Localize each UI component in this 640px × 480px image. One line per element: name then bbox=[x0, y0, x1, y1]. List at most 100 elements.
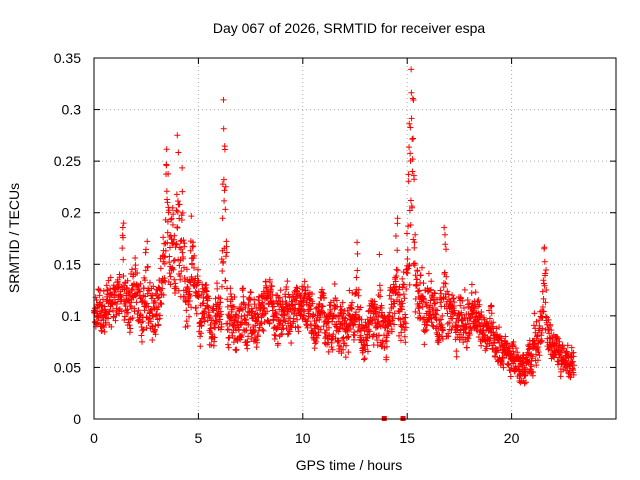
data-point bbox=[233, 346, 240, 353]
data-point bbox=[116, 274, 123, 281]
data-point bbox=[211, 334, 218, 341]
data-point bbox=[445, 333, 452, 340]
data-point bbox=[189, 260, 196, 267]
data-point bbox=[246, 309, 253, 316]
data-point bbox=[411, 176, 418, 183]
data-point bbox=[235, 327, 242, 334]
data-point bbox=[539, 288, 546, 295]
data-point bbox=[329, 346, 336, 353]
data-point bbox=[338, 306, 345, 313]
data-point bbox=[198, 330, 205, 337]
data-point bbox=[239, 332, 246, 339]
data-point bbox=[468, 327, 475, 334]
data-point bbox=[534, 357, 541, 364]
data-point bbox=[428, 278, 435, 285]
data-point bbox=[267, 295, 274, 302]
data-point bbox=[302, 287, 309, 294]
data-point bbox=[331, 280, 338, 287]
data-point bbox=[564, 342, 571, 349]
data-point bbox=[431, 290, 438, 297]
data-point bbox=[156, 312, 163, 319]
data-point bbox=[535, 349, 542, 356]
data-point bbox=[354, 303, 361, 310]
data-point bbox=[406, 281, 413, 288]
data-point bbox=[408, 89, 415, 96]
data-point bbox=[157, 265, 164, 272]
data-point bbox=[197, 333, 204, 340]
data-point bbox=[319, 303, 326, 310]
data-point bbox=[185, 301, 192, 308]
data-point bbox=[515, 363, 522, 370]
y-tick-label: 0.15 bbox=[54, 256, 81, 272]
data-point bbox=[415, 288, 422, 295]
data-point bbox=[361, 341, 368, 348]
data-point bbox=[300, 298, 307, 305]
data-point bbox=[162, 247, 169, 254]
data-point bbox=[505, 362, 512, 369]
data-point bbox=[441, 224, 448, 231]
data-point bbox=[149, 292, 156, 299]
data-point bbox=[487, 334, 494, 341]
data-point bbox=[227, 291, 234, 298]
data-point bbox=[118, 294, 125, 301]
data-point bbox=[274, 340, 281, 347]
data-point bbox=[183, 318, 190, 325]
data-point bbox=[545, 316, 552, 323]
data-point bbox=[425, 270, 432, 277]
data-point bbox=[546, 330, 553, 337]
data-point bbox=[363, 337, 370, 344]
data-point bbox=[293, 297, 300, 304]
data-point bbox=[475, 297, 482, 304]
data-point bbox=[217, 316, 224, 323]
data-point bbox=[437, 316, 444, 323]
data-point bbox=[383, 337, 390, 344]
data-point bbox=[244, 345, 251, 352]
data-point bbox=[155, 321, 162, 328]
data-point bbox=[399, 275, 406, 282]
data-point bbox=[351, 332, 358, 339]
data-point bbox=[213, 318, 220, 325]
data-point bbox=[235, 314, 242, 321]
data-point bbox=[442, 241, 449, 248]
data-point bbox=[456, 331, 463, 338]
data-point bbox=[176, 201, 183, 208]
data-point bbox=[101, 303, 108, 310]
data-point bbox=[220, 176, 227, 183]
data-point bbox=[385, 330, 392, 337]
data-point bbox=[229, 303, 236, 310]
data-point bbox=[161, 253, 168, 260]
data-point bbox=[443, 273, 450, 280]
data-point bbox=[191, 252, 198, 259]
data-point bbox=[266, 320, 273, 327]
data-point bbox=[468, 311, 475, 318]
data-point bbox=[165, 207, 172, 214]
y-tick-label: 0 bbox=[73, 411, 81, 427]
data-point bbox=[139, 338, 146, 345]
data-point bbox=[101, 328, 108, 335]
data-point bbox=[193, 304, 200, 311]
data-point bbox=[177, 276, 184, 283]
data-point bbox=[356, 321, 363, 328]
data-point bbox=[194, 266, 201, 273]
data-point bbox=[186, 298, 193, 305]
data-point bbox=[540, 277, 547, 284]
data-point bbox=[226, 334, 233, 341]
data-point bbox=[222, 183, 229, 190]
data-point bbox=[412, 308, 419, 315]
data-point bbox=[374, 337, 381, 344]
data-point bbox=[466, 332, 473, 339]
data-point bbox=[514, 349, 521, 356]
data-point bbox=[163, 146, 170, 153]
data-point bbox=[468, 290, 475, 297]
data-point bbox=[427, 311, 434, 318]
data-point bbox=[272, 332, 279, 339]
data-point bbox=[213, 280, 220, 287]
data-point bbox=[364, 342, 371, 349]
data-point bbox=[349, 299, 356, 306]
y-tick-label: 0.35 bbox=[54, 50, 81, 66]
data-point bbox=[354, 239, 361, 246]
data-point bbox=[168, 215, 175, 222]
data-point bbox=[529, 353, 536, 360]
data-point bbox=[120, 234, 127, 241]
data-point bbox=[211, 338, 218, 345]
